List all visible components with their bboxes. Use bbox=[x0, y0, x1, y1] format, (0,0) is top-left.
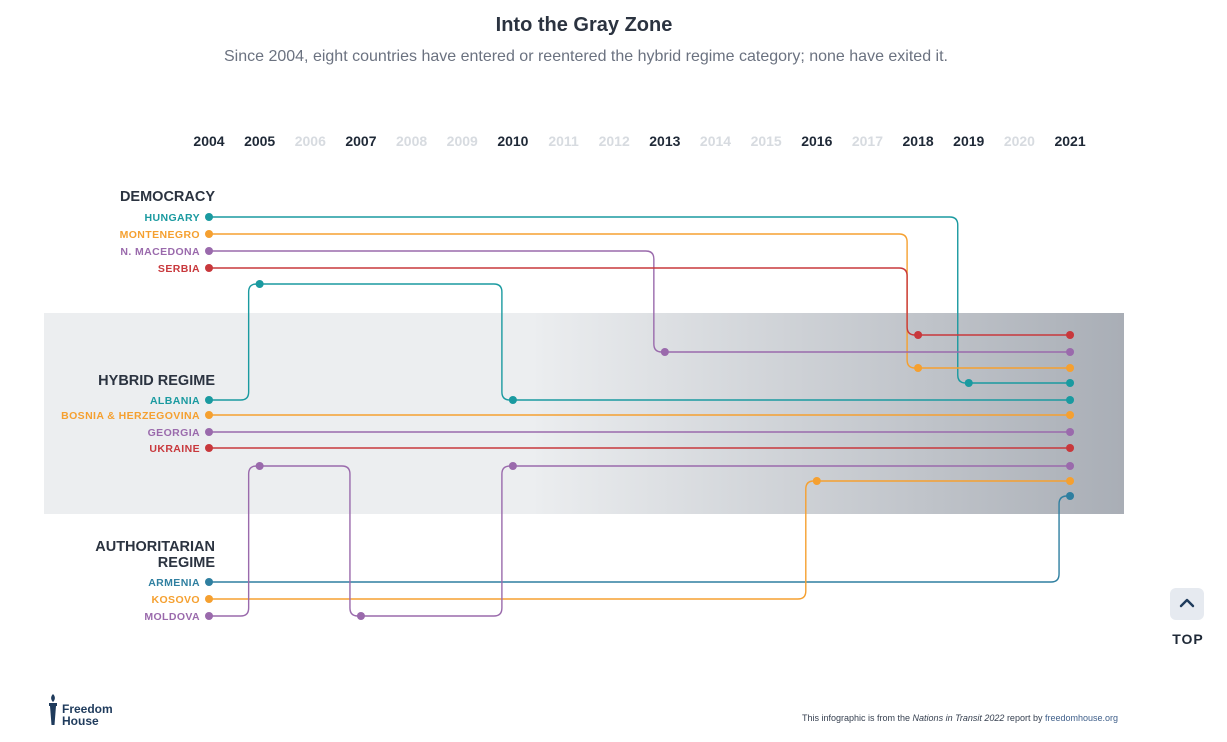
year-label-2014: 2014 bbox=[700, 133, 731, 149]
label-albania: ALBANIA bbox=[150, 395, 200, 407]
point-albania-1 bbox=[255, 280, 264, 288]
torch-icon bbox=[46, 693, 60, 732]
freedom-house-logo[interactable]: Freedom House bbox=[46, 693, 113, 732]
label-armenia: ARMENIA bbox=[148, 577, 200, 589]
path-armenia bbox=[209, 495, 1071, 583]
point-albania-3 bbox=[1066, 396, 1075, 404]
page-title: Into the Gray Zone bbox=[495, 14, 673, 36]
point-ukraine-0 bbox=[205, 444, 213, 452]
logo-line1: Freedom bbox=[62, 702, 113, 716]
category-democracy: DEMOCRACY bbox=[120, 189, 215, 205]
category-authoritarian-line1: AUTHORITARIAN bbox=[95, 539, 215, 555]
point-hungary-2 bbox=[1066, 379, 1075, 387]
year-label-2009: 2009 bbox=[447, 133, 478, 149]
scroll-top-button[interactable] bbox=[1170, 588, 1204, 620]
label-moldova: MOLDOVA bbox=[144, 611, 200, 623]
label-georgia: GEORGIA bbox=[148, 427, 200, 439]
point-montenegro-2 bbox=[1066, 364, 1075, 372]
point-albania-0 bbox=[205, 396, 213, 404]
point-georgia-0 bbox=[205, 428, 213, 436]
year-label-2007: 2007 bbox=[345, 133, 376, 149]
point-montenegro-0 bbox=[205, 230, 213, 238]
label-serbia: SERBIA bbox=[158, 263, 200, 275]
credit-report: Nations in Transit 2022 bbox=[912, 713, 1005, 723]
label-hungary: HUNGARY bbox=[145, 212, 201, 224]
path-hungary bbox=[209, 216, 1071, 384]
path-moldova bbox=[209, 465, 1071, 617]
logo-line2: House bbox=[62, 714, 99, 728]
credit-middle: report by bbox=[1004, 713, 1045, 723]
point-moldova-2 bbox=[356, 612, 365, 620]
path-montenegro bbox=[209, 233, 1071, 369]
category-authoritarian-line2: REGIME bbox=[158, 555, 216, 571]
year-label-2010: 2010 bbox=[497, 133, 528, 149]
year-label-2019: 2019 bbox=[953, 133, 984, 149]
point-ukraine-1 bbox=[1066, 444, 1075, 452]
point-montenegro-1 bbox=[914, 364, 923, 372]
year-label-2012: 2012 bbox=[599, 133, 630, 149]
scroll-top-label[interactable]: TOP bbox=[1172, 631, 1204, 647]
path-serbia bbox=[209, 267, 1071, 336]
label-n-macedona: N. MACEDONA bbox=[120, 246, 200, 258]
year-label-2018: 2018 bbox=[903, 133, 934, 149]
label-ukraine: UKRAINE bbox=[149, 443, 200, 455]
year-label-2015: 2015 bbox=[751, 133, 782, 149]
year-label-2021: 2021 bbox=[1054, 133, 1085, 149]
year-label-2013: 2013 bbox=[649, 133, 680, 149]
path-kosovo bbox=[209, 480, 1071, 600]
credit-prefix: This infographic is from the bbox=[802, 713, 913, 723]
point-n-macedona-0 bbox=[205, 247, 213, 255]
label-kosovo: KOSOVO bbox=[152, 594, 201, 606]
point-bosnia-herzegovina-0 bbox=[205, 411, 213, 419]
year-label-2006: 2006 bbox=[295, 133, 326, 149]
year-label-2011: 2011 bbox=[548, 133, 579, 149]
path-n-macedona bbox=[209, 250, 1071, 353]
point-moldova-0 bbox=[205, 612, 213, 620]
year-label-2020: 2020 bbox=[1004, 133, 1035, 149]
point-serbia-1 bbox=[914, 331, 923, 339]
point-moldova-1 bbox=[255, 462, 264, 470]
year-label-2005: 2005 bbox=[244, 133, 275, 149]
country-labels: HUNGARY MONTENEGRO N. MACEDONA SERBIA ALBANI… bbox=[61, 212, 201, 623]
label-bosnia-herzegovina: BOSNIA & HERZEGOVINA bbox=[61, 410, 200, 422]
point-armenia-0 bbox=[205, 578, 213, 586]
point-armenia-1 bbox=[1066, 492, 1075, 500]
point-georgia-1 bbox=[1066, 428, 1075, 436]
point-moldova-3 bbox=[508, 462, 517, 470]
point-hungary-0 bbox=[205, 213, 213, 221]
footer-credit: This infographic is from the Nations in … bbox=[802, 713, 1118, 723]
country-paths bbox=[205, 213, 1075, 620]
point-n-macedona-2 bbox=[1066, 348, 1075, 356]
credit-link[interactable]: freedomhouse.org bbox=[1044, 713, 1119, 723]
year-label-2017: 2017 bbox=[852, 133, 883, 149]
point-n-macedona-1 bbox=[660, 348, 669, 356]
point-kosovo-0 bbox=[205, 595, 213, 603]
point-kosovo-1 bbox=[812, 477, 821, 485]
page-subtitle: Since 2004, eight countries have entered… bbox=[223, 48, 948, 65]
label-montenegro: MONTENEGRO bbox=[120, 229, 200, 241]
year-label-2016: 2016 bbox=[801, 133, 832, 149]
point-serbia-2 bbox=[1066, 331, 1075, 339]
point-hungary-1 bbox=[964, 379, 973, 387]
year-axis: 2004 2005 2006 2007 2008 2009 2010 2011 2012 2013… bbox=[193, 133, 1085, 149]
year-label-2008: 2008 bbox=[396, 133, 427, 149]
point-bosnia-herzegovina-1 bbox=[1066, 411, 1075, 419]
chevron-up-icon bbox=[1179, 595, 1195, 613]
point-albania-2 bbox=[508, 396, 517, 404]
year-label-2004: 2004 bbox=[193, 133, 224, 149]
point-serbia-0 bbox=[205, 264, 213, 272]
point-moldova-4 bbox=[1066, 462, 1075, 470]
category-hybrid: HYBRID REGIME bbox=[98, 373, 215, 389]
point-kosovo-2 bbox=[1066, 477, 1075, 485]
path-albania bbox=[209, 283, 1071, 401]
